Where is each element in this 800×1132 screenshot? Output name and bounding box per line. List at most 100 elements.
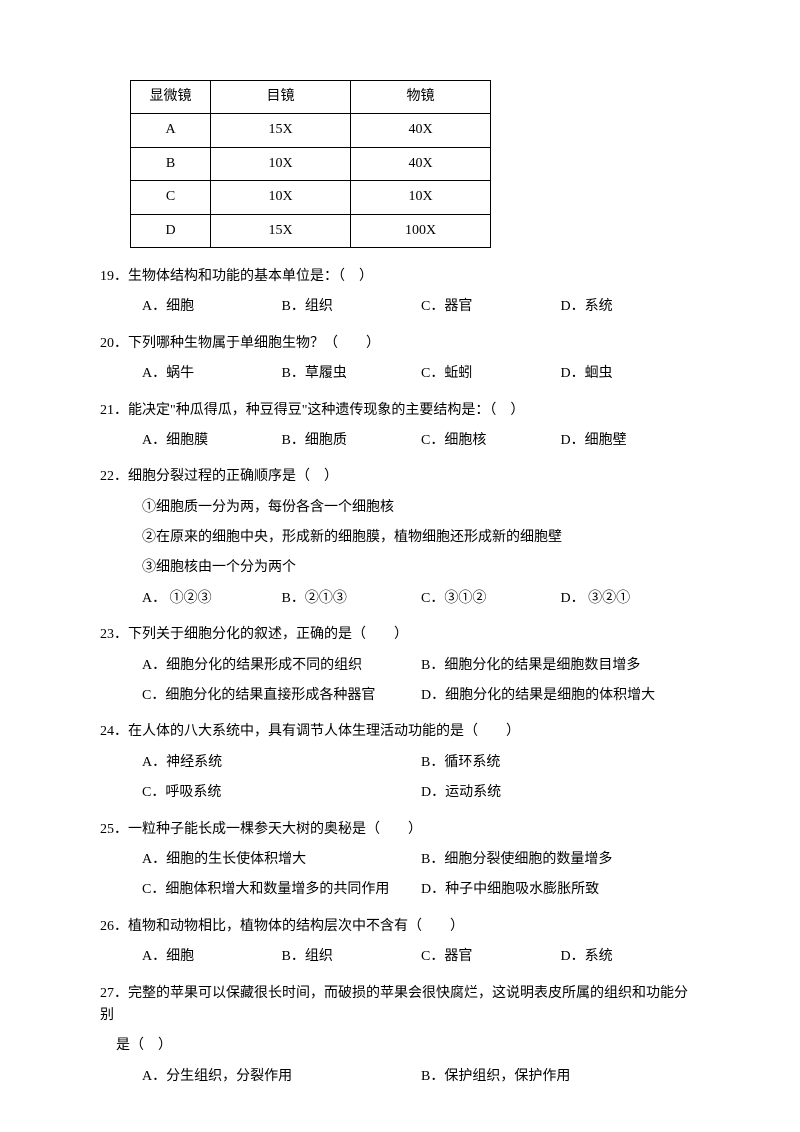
table-header: 显微镜	[131, 81, 211, 114]
question-stem: 24．在人体的八大系统中，具有调节人体生理活动功能的是（ ）	[100, 721, 700, 743]
table-row: C 10X 10X	[131, 181, 491, 214]
question-stem: 23．下列关于细胞分化的叙述，正确的是（ ）	[100, 624, 700, 646]
question-number: 23．	[100, 624, 128, 646]
question-20: 20．下列哪种生物属于单细胞生物？（ ） A．蜗牛 B．草履虫 C．蚯蚓 D．蛔…	[100, 333, 700, 386]
question-number: 27．	[100, 983, 128, 1005]
option-b: B．②①③	[282, 588, 422, 610]
table-row: D 15X 100X	[131, 214, 491, 247]
table-row: B 10X 40X	[131, 147, 491, 180]
table-cell: D	[131, 214, 211, 247]
question-number: 20．	[100, 333, 128, 355]
question-19: 19．生物体结构和功能的基本单位是：（ ） A．细胞 B．组织 C．器官 D．系…	[100, 266, 700, 319]
option-d: D．蛔虫	[561, 363, 701, 385]
table-header-row: 显微镜 目镜 物镜	[131, 81, 491, 114]
table-cell: A	[131, 114, 211, 147]
table-cell: 10X	[351, 181, 491, 214]
options: A．蜗牛 B．草履虫 C．蚯蚓 D．蛔虫	[100, 363, 700, 385]
option-a: A．分生组织，分裂作用	[142, 1066, 421, 1088]
question-stem: 27．完整的苹果可以保藏很长时间，而破损的苹果会很快腐烂，这说明表皮所属的组织和…	[100, 983, 700, 1028]
option-b: B．组织	[282, 946, 422, 968]
table-cell: B	[131, 147, 211, 180]
question-text: 完整的苹果可以保藏很长时间，而破损的苹果会很快腐烂，这说明表皮所属的组织和功能分…	[100, 986, 688, 1023]
option-d: D．系统	[561, 946, 701, 968]
question-stem: 22．细胞分裂过程的正确顺序是（ ）	[100, 466, 700, 488]
question-stem-continuation: 是（ ）	[100, 1035, 700, 1057]
question-number: 22．	[100, 466, 128, 488]
question-text: 植物和动物相比，植物体的结构层次中不含有（ ）	[128, 919, 464, 934]
option-c: C．器官	[421, 946, 561, 968]
option-a: A．细胞	[142, 946, 282, 968]
option-a: A．细胞分化的结果形成不同的组织	[142, 655, 421, 677]
option-b: B．细胞分裂使细胞的数量增多	[421, 849, 700, 871]
options: A．细胞 B．组织 C．器官 D．系统	[100, 946, 700, 968]
microscope-table: 显微镜 目镜 物镜 A 15X 40X B 10X 40X C 10X 10X …	[130, 80, 491, 248]
question-number: 21．	[100, 400, 128, 422]
table-cell: 15X	[211, 214, 351, 247]
question-24: 24．在人体的八大系统中，具有调节人体生理活动功能的是（ ） A．神经系统 B．…	[100, 721, 700, 804]
question-23: 23．下列关于细胞分化的叙述，正确的是（ ） A．细胞分化的结果形成不同的组织 …	[100, 624, 700, 707]
question-27: 27．完整的苹果可以保藏很长时间，而破损的苹果会很快腐烂，这说明表皮所属的组织和…	[100, 983, 700, 1089]
sub-item-2: ②在原来的细胞中央，形成新的细胞膜，植物细胞还形成新的细胞壁	[142, 527, 700, 549]
sub-item-3: ③细胞核由一个分为两个	[142, 557, 700, 579]
option-d: D． ③②①	[561, 588, 701, 610]
question-text: 细胞分裂过程的正确顺序是（ ）	[128, 469, 338, 484]
option-b: B．循环系统	[421, 752, 700, 774]
options: A．细胞 B．组织 C．器官 D．系统	[100, 296, 700, 318]
option-d: D．系统	[561, 296, 701, 318]
options: A．细胞的生长使体积增大 B．细胞分裂使细胞的数量增多 C．细胞体积增大和数量增…	[100, 849, 700, 902]
options: A．神经系统 B．循环系统 C．呼吸系统 D．运动系统	[100, 752, 700, 805]
option-c: C．蚯蚓	[421, 363, 561, 385]
table-cell: C	[131, 181, 211, 214]
question-text: 下列哪种生物属于单细胞生物？（ ）	[128, 336, 380, 351]
option-b: B．组织	[282, 296, 422, 318]
question-text: 生物体结构和功能的基本单位是：（ ）	[128, 269, 373, 284]
option-c: C．细胞核	[421, 430, 561, 452]
question-text: 能决定"种瓜得瓜，种豆得豆"这种遗传现象的主要结构是：（ ）	[128, 403, 524, 418]
question-stem: 19．生物体结构和功能的基本单位是：（ ）	[100, 266, 700, 288]
option-c: C．呼吸系统	[142, 782, 421, 804]
option-b: B．保护组织，保护作用	[421, 1066, 700, 1088]
option-d: D．种子中细胞吸水膨胀所致	[421, 879, 700, 901]
option-a: A． ①②③	[142, 588, 282, 610]
question-25: 25．一粒种子能长成一棵参天大树的奥秘是（ ） A．细胞的生长使体积增大 B．细…	[100, 819, 700, 902]
question-text: 下列关于细胞分化的叙述，正确的是（ ）	[128, 627, 408, 642]
option-a: A．细胞膜	[142, 430, 282, 452]
table-cell: 10X	[211, 181, 351, 214]
question-26: 26．植物和动物相比，植物体的结构层次中不含有（ ） A．细胞 B．组织 C．器…	[100, 916, 700, 969]
option-b: B．草履虫	[282, 363, 422, 385]
question-21: 21．能决定"种瓜得瓜，种豆得豆"这种遗传现象的主要结构是：（ ） A．细胞膜 …	[100, 400, 700, 453]
question-text: 在人体的八大系统中，具有调节人体生理活动功能的是（ ）	[128, 724, 520, 739]
table-header: 物镜	[351, 81, 491, 114]
question-stem: 26．植物和动物相比，植物体的结构层次中不含有（ ）	[100, 916, 700, 938]
question-number: 24．	[100, 721, 128, 743]
question-number: 19．	[100, 266, 128, 288]
table-cell: 100X	[351, 214, 491, 247]
table-cell: 40X	[351, 114, 491, 147]
table-header: 目镜	[211, 81, 351, 114]
option-b: B．细胞质	[282, 430, 422, 452]
option-a: A．细胞	[142, 296, 282, 318]
table-cell: 15X	[211, 114, 351, 147]
option-a: A．细胞的生长使体积增大	[142, 849, 421, 871]
question-text: 一粒种子能长成一棵参天大树的奥秘是（ ）	[128, 822, 422, 837]
table-cell: 40X	[351, 147, 491, 180]
option-d: D．细胞分化的结果是细胞的体积增大	[421, 685, 700, 707]
option-d: D．运动系统	[421, 782, 700, 804]
question-number: 26．	[100, 916, 128, 938]
option-a: A．神经系统	[142, 752, 421, 774]
option-b: B．细胞分化的结果是细胞数目增多	[421, 655, 700, 677]
question-stem: 25．一粒种子能长成一棵参天大树的奥秘是（ ）	[100, 819, 700, 841]
sub-item-1: ①细胞质一分为两，每份各含一个细胞核	[142, 497, 700, 519]
sub-items: ①细胞质一分为两，每份各含一个细胞核 ②在原来的细胞中央，形成新的细胞膜，植物细…	[100, 497, 700, 580]
table-row: A 15X 40X	[131, 114, 491, 147]
option-a: A．蜗牛	[142, 363, 282, 385]
question-22: 22．细胞分裂过程的正确顺序是（ ） ①细胞质一分为两，每份各含一个细胞核 ②在…	[100, 466, 700, 610]
question-stem: 21．能决定"种瓜得瓜，种豆得豆"这种遗传现象的主要结构是：（ ）	[100, 400, 700, 422]
option-c: C．器官	[421, 296, 561, 318]
question-number: 25．	[100, 819, 128, 841]
options: A．细胞膜 B．细胞质 C．细胞核 D．细胞壁	[100, 430, 700, 452]
option-d: D．细胞壁	[561, 430, 701, 452]
options: A． ①②③ B．②①③ C．③①② D． ③②①	[100, 588, 700, 610]
option-c: C．细胞分化的结果直接形成各种器官	[142, 685, 421, 707]
options: A．细胞分化的结果形成不同的组织 B．细胞分化的结果是细胞数目增多 C．细胞分化…	[100, 655, 700, 708]
